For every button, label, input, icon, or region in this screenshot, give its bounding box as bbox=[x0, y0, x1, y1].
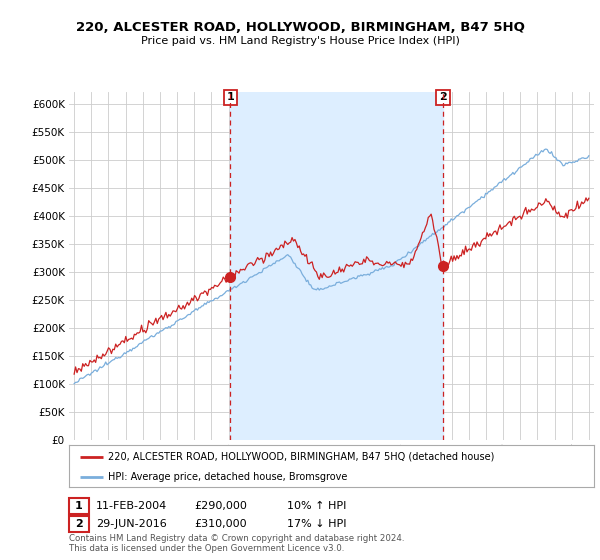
Text: 220, ALCESTER ROAD, HOLLYWOOD, BIRMINGHAM, B47 5HQ: 220, ALCESTER ROAD, HOLLYWOOD, BIRMINGHA… bbox=[76, 21, 524, 34]
Text: 2: 2 bbox=[439, 92, 447, 102]
Text: 1: 1 bbox=[75, 501, 83, 511]
Text: 2: 2 bbox=[75, 519, 83, 529]
Text: 1: 1 bbox=[226, 92, 234, 102]
Text: 11-FEB-2004: 11-FEB-2004 bbox=[96, 501, 167, 511]
Text: 17% ↓ HPI: 17% ↓ HPI bbox=[287, 519, 346, 529]
Text: 29-JUN-2016: 29-JUN-2016 bbox=[96, 519, 167, 529]
Text: Price paid vs. HM Land Registry's House Price Index (HPI): Price paid vs. HM Land Registry's House … bbox=[140, 36, 460, 46]
Text: 220, ALCESTER ROAD, HOLLYWOOD, BIRMINGHAM, B47 5HQ (detached house): 220, ALCESTER ROAD, HOLLYWOOD, BIRMINGHA… bbox=[109, 451, 495, 461]
Text: HPI: Average price, detached house, Bromsgrove: HPI: Average price, detached house, Brom… bbox=[109, 472, 348, 482]
Text: £310,000: £310,000 bbox=[194, 519, 247, 529]
Text: Contains HM Land Registry data © Crown copyright and database right 2024.
This d: Contains HM Land Registry data © Crown c… bbox=[69, 534, 404, 553]
Text: £290,000: £290,000 bbox=[194, 501, 247, 511]
Text: 10% ↑ HPI: 10% ↑ HPI bbox=[287, 501, 346, 511]
Bar bbox=[230, 92, 443, 440]
